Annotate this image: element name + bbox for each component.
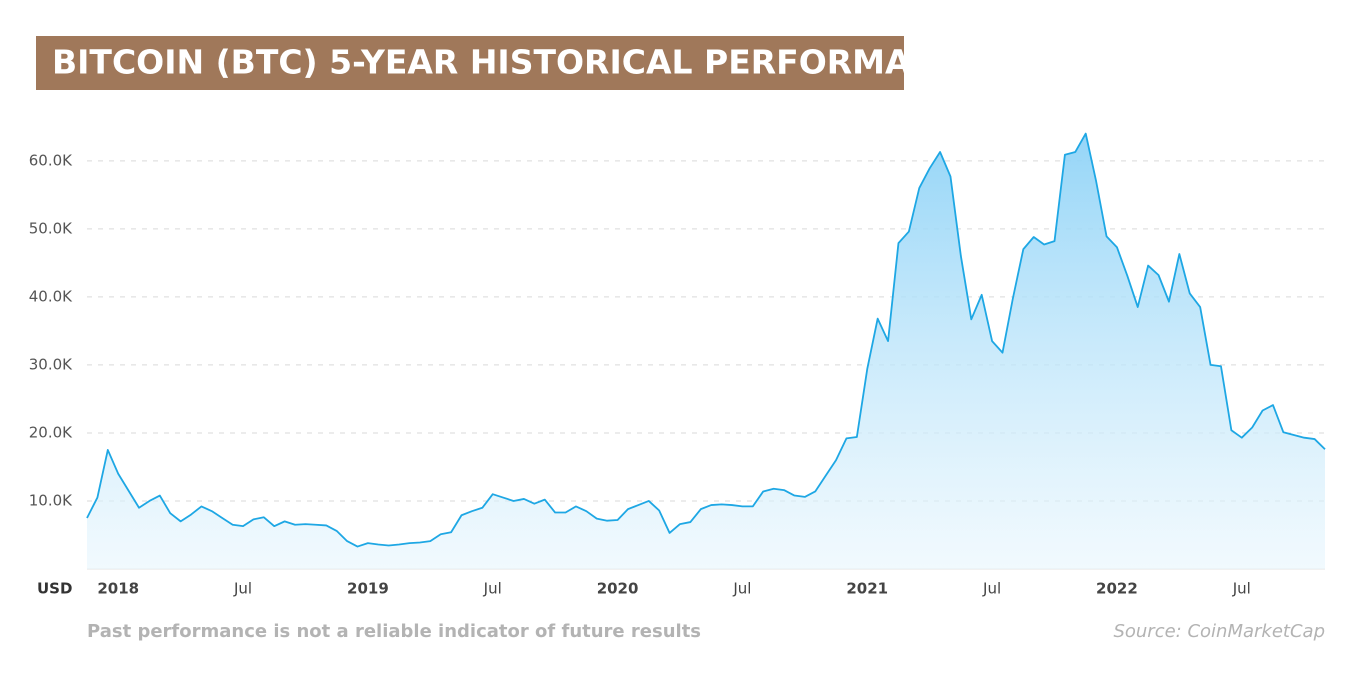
x-tick-label: Jul — [982, 580, 1001, 598]
y-tick-label: 30.0K — [29, 355, 73, 373]
y-tick-label: 60.0K — [29, 151, 73, 169]
x-tick-label: Jul — [732, 580, 751, 598]
price-line — [86, 132, 1326, 548]
y-tick-label: 50.0K — [29, 219, 73, 237]
x-tick-label: 2022 — [1096, 580, 1138, 598]
y-tick-label: 10.0K — [29, 491, 73, 509]
chart-title: BITCOIN (BTC) 5-YEAR HISTORICAL PERFORMA… — [52, 43, 985, 82]
y-axis-label: USD — [37, 580, 72, 598]
x-tick-label: 2019 — [347, 580, 389, 598]
x-tick-label: Jul — [1232, 580, 1251, 598]
y-tick-label: 40.0K — [29, 287, 73, 305]
area-fill — [87, 133, 1325, 570]
x-tick-label: 2018 — [97, 580, 139, 598]
footnote: Past performance is not a reliable indic… — [87, 621, 701, 642]
x-tick-label: Jul — [233, 580, 252, 598]
y-tick-label: 20.0K — [29, 423, 73, 441]
x-tick-label: 2021 — [846, 580, 888, 598]
x-tick-label: 2020 — [597, 580, 639, 598]
source: Source: CoinMarketCap — [1113, 621, 1325, 642]
x-tick-label: Jul — [483, 580, 502, 598]
title-box — [36, 36, 904, 90]
